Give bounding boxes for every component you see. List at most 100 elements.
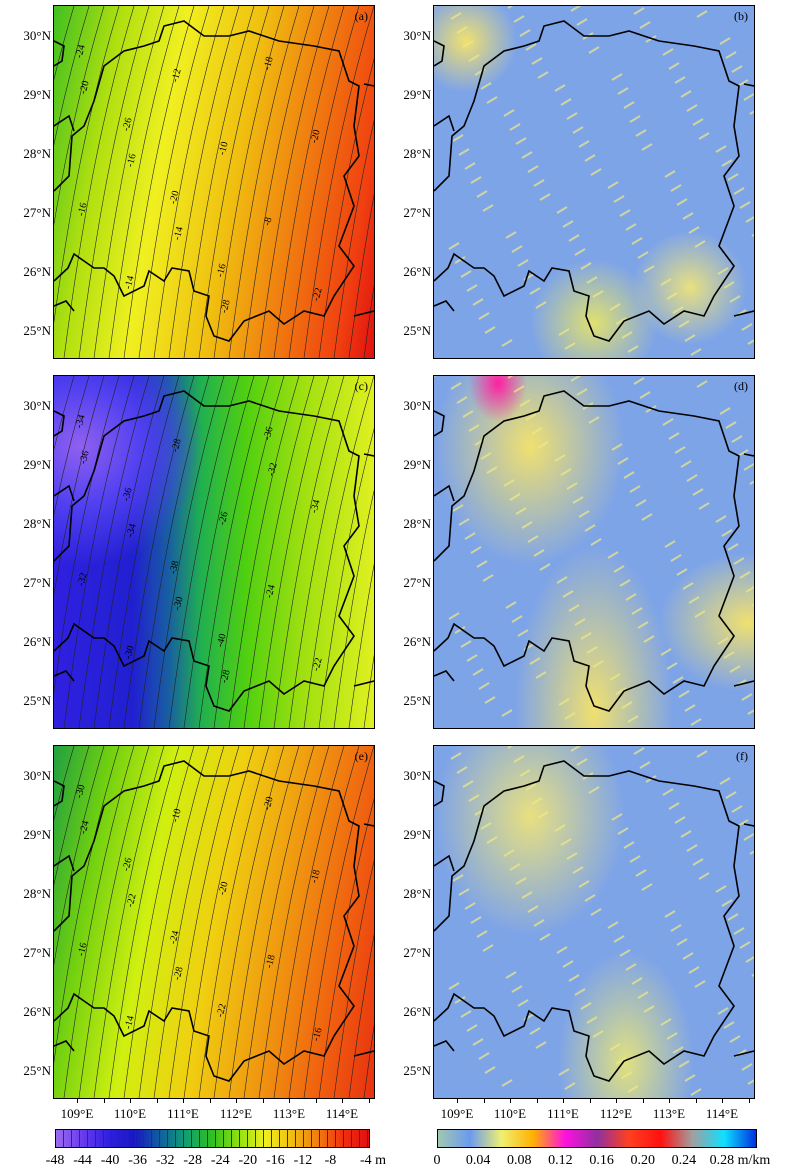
lat-label: 27°N: [403, 945, 431, 960]
lat-label: 25°N: [23, 323, 51, 338]
gradient-streak: [570, 746, 582, 752]
gradient-streak: [629, 115, 641, 123]
gradient-streak: [637, 251, 649, 259]
gradient-streak: [625, 223, 637, 231]
gradient-streak: [641, 513, 653, 521]
gradient-streak: [623, 471, 635, 479]
lon-tick: [209, 1098, 211, 1103]
gradient-streak: [588, 46, 600, 54]
gradient-streak: [617, 457, 629, 465]
lat-label: 30°N: [23, 28, 51, 43]
gradient-streak: [511, 245, 523, 253]
contour-line: [63, 746, 135, 1098]
gradient-streak: [509, 493, 521, 501]
gradient-streak: [562, 220, 574, 228]
contour-line: [78, 376, 150, 728]
gradient-streak: [682, 952, 694, 960]
gradient-streak: [715, 145, 727, 153]
lon-tick: [156, 1098, 158, 1103]
contour-line: [54, 376, 90, 516]
gradient-streak: [590, 908, 602, 916]
gradient-streak: [670, 924, 682, 932]
gradient-streak: [592, 660, 604, 668]
map-overlay: [434, 376, 754, 726]
gradient-streak: [662, 418, 674, 426]
gradient-streak: [664, 540, 676, 548]
gradient-streak: [574, 988, 586, 996]
gradient-streak: [486, 466, 498, 474]
gradient-streak: [660, 648, 672, 656]
lon-tick: [563, 1098, 564, 1103]
gradient-streak: [633, 747, 645, 755]
gradient-streak: [615, 317, 627, 325]
gradient-streak: [672, 306, 684, 314]
gradient-streak: [560, 98, 572, 106]
province-boundary: [434, 40, 754, 317]
gradient-streak: [698, 872, 710, 880]
gradient-streak: [613, 195, 625, 203]
colorbar-tick-label: -8: [324, 1153, 337, 1168]
gradient-streak: [564, 712, 576, 720]
lon-label: 113°E: [652, 1106, 686, 1121]
gradient-streak: [468, 54, 480, 62]
province-boundary: [54, 390, 360, 712]
contour-line: [348, 193, 374, 358]
lon-label: 110°E: [493, 1106, 527, 1121]
panel-label: (a): [354, 9, 368, 23]
gradient-streak: [558, 698, 570, 706]
gradient-streak: [696, 380, 708, 388]
gradient-streak: [682, 582, 694, 590]
contour-line: [333, 859, 374, 1098]
gradient-streak: [501, 709, 513, 717]
gradient-streak: [588, 416, 600, 424]
gradient-streak: [623, 101, 635, 109]
gradient-streak: [568, 604, 580, 612]
gradient-streak: [619, 579, 631, 587]
lat-label: 25°N: [403, 693, 431, 708]
gradient-streak: [639, 761, 651, 769]
gradient-streak: [521, 521, 533, 529]
gradient-streak: [458, 888, 470, 896]
gradient-streak: [723, 1021, 735, 1029]
gradient-streak: [472, 668, 484, 676]
contour-line: [138, 746, 210, 1098]
gradient-streak: [456, 26, 468, 34]
gradient-streak: [476, 560, 488, 568]
gradient-streak: [635, 499, 647, 507]
contour-line: [288, 746, 360, 1098]
colorbar-tick-label: 0.28 m/km: [709, 1153, 771, 1168]
lat-label: 25°N: [23, 1063, 51, 1078]
lat-label: 27°N: [23, 945, 51, 960]
gradient-streak: [562, 960, 574, 968]
gradient-streak: [627, 345, 639, 353]
contour-line: [198, 6, 270, 358]
gradient-streak: [696, 10, 708, 18]
gradient-streak: [745, 216, 754, 223]
gradient-streak: [580, 262, 592, 270]
lon-label: 110°E: [113, 1106, 147, 1121]
lon-tick: [262, 1098, 264, 1103]
contour-line: [363, 654, 374, 728]
gradient-streak: [584, 524, 596, 532]
gradient-streak: [717, 1007, 729, 1015]
gradient-streak: [721, 899, 733, 907]
gradient-streak: [739, 941, 751, 949]
gradient-streak: [560, 468, 572, 476]
gradient-streak: [672, 1046, 684, 1054]
gradient-streak: [672, 676, 684, 684]
lat-label: 28°N: [403, 146, 431, 161]
gradient-streak: [527, 165, 539, 173]
contour-line: [108, 746, 180, 1098]
gradient-streak: [688, 596, 700, 604]
gradient-streak: [527, 905, 539, 913]
lat-label: 29°N: [403, 457, 431, 472]
contour-line: [123, 6, 195, 358]
lon-tick: [103, 1098, 105, 1103]
lon-label: 112°E: [219, 1106, 253, 1121]
gradient-streak: [480, 82, 492, 90]
gradient-streak: [623, 841, 635, 849]
gradient-streak: [452, 134, 464, 142]
gradient-streak: [637, 621, 649, 629]
gradient-streak: [688, 226, 700, 234]
gradient-streak: [503, 479, 515, 487]
